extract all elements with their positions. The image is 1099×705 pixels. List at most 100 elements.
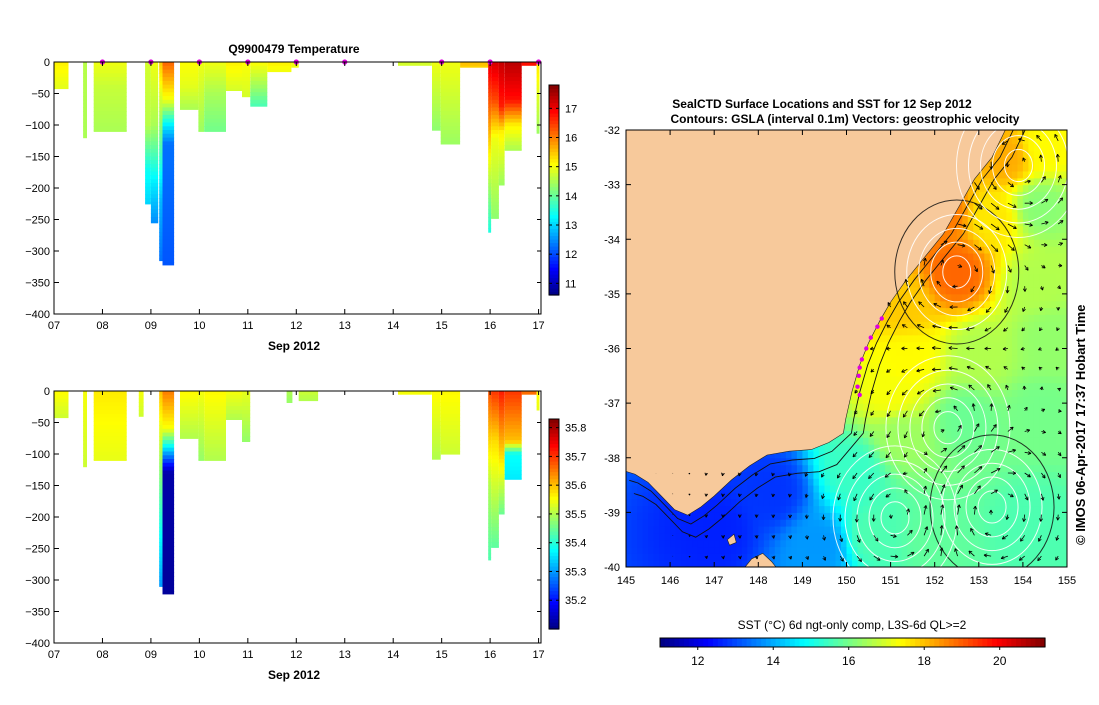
p1-profile-cell	[204, 85, 226, 89]
sst-cell	[808, 533, 814, 540]
p2-profile-2	[94, 391, 127, 461]
p1-profile-cell	[163, 119, 175, 123]
p1-profile-cell	[180, 96, 198, 100]
p2-profile-cell	[159, 508, 162, 512]
p1-cbar-cell	[549, 141, 559, 145]
sst-cell	[902, 533, 908, 540]
p2-profile-cell	[491, 523, 499, 527]
p1-profile-cell	[488, 217, 491, 221]
sst-cell	[935, 273, 941, 280]
sst-cell	[907, 342, 913, 349]
p1-profile-cell	[491, 96, 499, 100]
sst-cell	[896, 492, 902, 499]
sst-cell	[891, 444, 897, 451]
p1-xtick-label: 14	[387, 320, 399, 332]
sst-cell	[847, 458, 853, 465]
sst-cell	[626, 478, 632, 485]
sst-cell	[896, 349, 902, 356]
p2-profile-cell	[94, 421, 127, 425]
p2-profile-cell	[299, 395, 318, 399]
p1-profile-cell	[159, 81, 162, 85]
p1-cbar-cell	[549, 243, 559, 247]
p2-profile-cell	[159, 459, 162, 463]
sst-cell	[874, 526, 880, 533]
p1-profile-cell	[145, 153, 151, 157]
sst-cell	[742, 540, 748, 547]
p1-profile-cell	[145, 160, 151, 164]
sst-cell	[891, 410, 897, 417]
sst-cell	[654, 553, 660, 560]
sst-cell	[847, 506, 853, 513]
sst-cell	[880, 369, 886, 376]
sst-cell	[659, 553, 665, 560]
sst-cell	[643, 526, 649, 533]
p2-cbar-cell	[549, 615, 559, 619]
p2-profile-cell	[159, 486, 162, 490]
sst-cell	[632, 492, 638, 499]
p1-profile-cell	[163, 191, 175, 195]
sst-cell	[797, 533, 803, 540]
p1-profile-cell	[250, 100, 267, 104]
sst-cell	[637, 547, 643, 554]
p1-profile-cell	[488, 175, 491, 179]
p2-xtick-label: 14	[387, 649, 399, 661]
sst-cell	[830, 553, 836, 560]
p1-profile-cell	[204, 77, 226, 81]
p1-profile-cell	[54, 81, 69, 85]
p2-profile-cell	[159, 584, 162, 587]
p1-profile-cell	[499, 85, 505, 89]
p1-profile-cell	[151, 123, 158, 127]
p1-profile-cell	[491, 77, 499, 81]
p2-profile-cell	[226, 410, 242, 414]
p1-profile-cell	[499, 92, 505, 96]
p2-profile-cell	[505, 478, 522, 480]
p1-ytick-label: −200	[25, 183, 50, 195]
p1-cbar-cell	[549, 103, 559, 107]
p2-profile-cell	[488, 452, 491, 456]
p1-profile-cell	[491, 194, 499, 198]
p2-profile-cell	[159, 482, 162, 486]
sst-cell	[769, 526, 775, 533]
p1-profile-cell	[145, 77, 151, 81]
p1-profile-cell	[250, 73, 267, 77]
p2-profile-cell	[83, 448, 87, 452]
p2-profile-cell	[499, 391, 505, 395]
p1-profile-cell	[499, 115, 505, 119]
p2-profile-cell	[83, 425, 87, 429]
sst-cell	[929, 444, 935, 451]
p1-profile-cell	[54, 77, 69, 81]
p1-profile-cell	[163, 194, 175, 198]
p1-profile-cell	[180, 85, 198, 89]
sst-cell	[791, 485, 797, 492]
p1-cbar-cell	[549, 229, 559, 233]
sst-map-panel: SealCTD Surface Locations and SST for 12…	[604, 94, 1088, 668]
p2-profile-cell	[491, 501, 499, 505]
sst-cell	[813, 512, 819, 519]
p2-profile-cell	[204, 414, 226, 418]
sst-cell	[896, 396, 902, 403]
sst-cell	[896, 478, 902, 485]
p1-profile-cell	[159, 206, 162, 210]
p1-profile-cell	[204, 66, 226, 70]
p1-profile-cell	[145, 198, 151, 202]
p2-ytick-label: 0	[44, 386, 50, 398]
sst-cell	[654, 560, 660, 567]
p1-ytick-label: −150	[25, 152, 50, 164]
p1-profile-cell	[242, 73, 250, 77]
sst-cell	[808, 499, 814, 506]
p1-profile-cell	[491, 134, 499, 138]
p1-profile-cell	[94, 85, 127, 89]
p2-profile-cell	[159, 535, 162, 539]
p1-profile-cell	[491, 111, 499, 115]
p2-profile-cell	[163, 406, 175, 410]
p1-xtick-label: 13	[339, 320, 351, 332]
p2-profile-cell	[198, 395, 204, 399]
p1-profile-cell	[163, 153, 175, 157]
p1-profile-cell	[499, 168, 505, 172]
p1-profile-cell	[491, 104, 499, 108]
p2-profile-cell	[499, 463, 505, 467]
p1-profile-cell	[537, 66, 540, 70]
p1-profile-cell	[441, 138, 460, 142]
sst-cell	[637, 499, 643, 506]
